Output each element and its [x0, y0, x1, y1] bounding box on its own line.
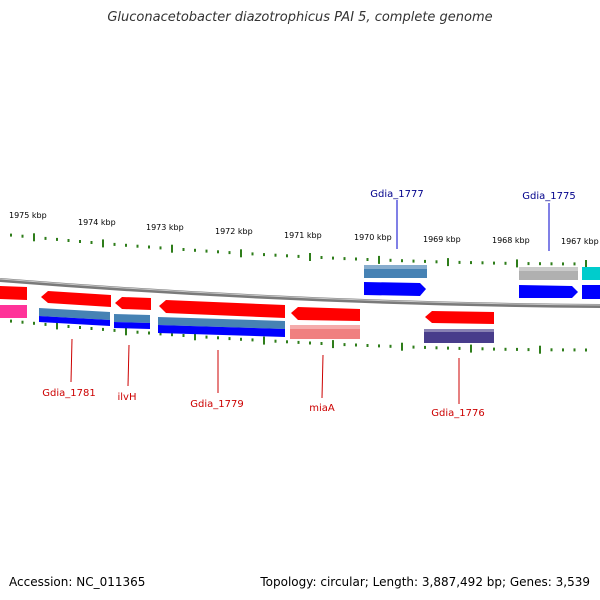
- accession-text: Accession: NC_011365: [9, 575, 146, 589]
- feature-block[interactable]: [158, 325, 285, 337]
- gene-label[interactable]: Gdia_1777: [370, 189, 423, 200]
- feature-block[interactable]: [424, 329, 494, 343]
- ruler-label: 1975 kbp: [9, 211, 47, 220]
- feature-block[interactable]: [114, 314, 150, 323]
- ruler-label: 1968 kbp: [492, 236, 530, 245]
- gene-arrow[interactable]: [582, 285, 600, 299]
- gene-arrow[interactable]: [0, 286, 27, 300]
- gene-arrow[interactable]: [519, 285, 578, 298]
- gene-arrow[interactable]: [159, 300, 285, 318]
- ruler-labels: 1975 kbp 1974 kbp 1973 kbp 1972 kbp 1971…: [9, 211, 599, 246]
- gene-label[interactable]: Gdia_1781: [42, 388, 95, 399]
- map-title: Gluconacetobacter diazotrophicus PAI 5, …: [107, 10, 493, 25]
- feature-block[interactable]: [0, 305, 27, 318]
- ruler-label: 1974 kbp: [78, 218, 116, 227]
- ruler-label: 1969 kbp: [423, 235, 461, 244]
- feature-blocks: [0, 265, 600, 343]
- gene-label[interactable]: Gdia_1775: [522, 191, 575, 202]
- gene-label[interactable]: Gdia_1776: [431, 408, 484, 419]
- ruler-label: 1967 kbp: [561, 237, 599, 246]
- ruler-label: 1970 kbp: [354, 233, 392, 242]
- ruler-label: 1973 kbp: [146, 223, 184, 232]
- gene-label[interactable]: ilvH: [118, 392, 137, 403]
- feature-block[interactable]: [290, 325, 360, 339]
- ruler-label: 1972 kbp: [215, 227, 253, 236]
- label-leaders: [70, 200, 550, 404]
- gene-arrow[interactable]: [115, 297, 151, 310]
- inner-tick-track: [10, 319, 587, 354]
- feature-block[interactable]: [519, 267, 578, 280]
- feature-block[interactable]: [114, 322, 150, 329]
- gene-label[interactable]: miaA: [309, 403, 335, 414]
- forward-strand-genes: [0, 282, 600, 324]
- feature-block[interactable]: [582, 267, 600, 280]
- gene-arrow[interactable]: [41, 291, 111, 307]
- genome-stats-text: Topology: circular; Length: 3,887,492 bp…: [260, 575, 590, 589]
- genome-backbone: [0, 278, 600, 308]
- gene-arrow[interactable]: [291, 307, 360, 321]
- ruler-label: 1971 kbp: [284, 231, 322, 240]
- gene-arrow[interactable]: [364, 282, 426, 296]
- feature-block[interactable]: [364, 265, 427, 278]
- gene-labels: Gdia_1777 Gdia_1775 Gdia_1781 ilvH Gdia_…: [42, 189, 575, 419]
- outer-tick-track: [10, 233, 587, 268]
- feature-block[interactable]: [39, 316, 110, 326]
- gene-arrow[interactable]: [425, 311, 494, 324]
- gene-label[interactable]: Gdia_1779: [190, 399, 243, 410]
